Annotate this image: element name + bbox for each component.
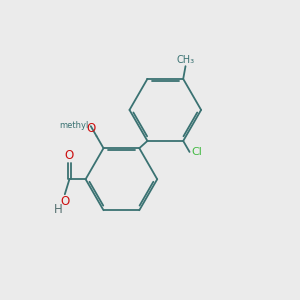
Text: H: H xyxy=(53,203,62,217)
Text: O: O xyxy=(61,195,70,208)
Text: Cl: Cl xyxy=(191,147,202,157)
Text: methyl: methyl xyxy=(60,121,89,130)
Text: O: O xyxy=(86,122,95,135)
Text: CH₃: CH₃ xyxy=(176,55,195,65)
Text: O: O xyxy=(65,149,74,162)
